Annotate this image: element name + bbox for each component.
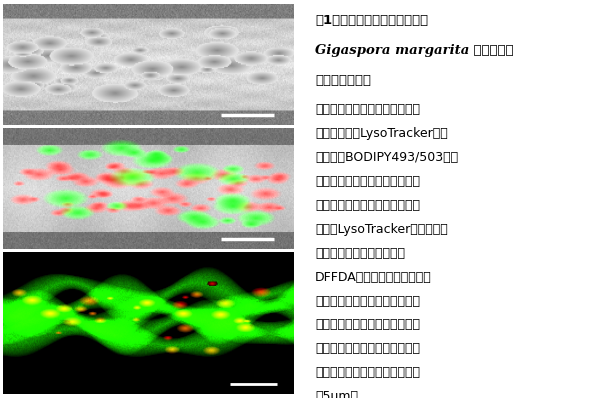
Text: 色に染色された酸性小胞と: 色に染色された酸性小胞と bbox=[315, 247, 405, 260]
Text: が確認された（下）。スケール: が確認された（下）。スケール bbox=[315, 366, 420, 379]
Text: DFFDAによって緑色に染色さ: DFFDAによって緑色に染色さ bbox=[315, 271, 431, 284]
Text: は5μm。: は5μm。 bbox=[315, 390, 358, 398]
Text: 微分干渉像（上）で小胞として: 微分干渉像（上）で小胞として bbox=[315, 103, 420, 117]
Text: 発芽菌糸内: 発芽菌糸内 bbox=[469, 44, 514, 57]
Text: ぞれ酸性小胞と脂肪体と同定さ: ぞれ酸性小胞と脂肪体と同定さ bbox=[315, 199, 420, 212]
Text: る赤色やBODIPY493/503によ: る赤色やBODIPY493/503によ bbox=[315, 151, 458, 164]
Text: 見える構造がLysoTrackerによ: 見える構造がLysoTrackerによ bbox=[315, 127, 448, 140]
Text: れた。LysoTrackerによって赤: れた。LysoTrackerによって赤 bbox=[315, 223, 448, 236]
Text: 図1．アーバスキュラー菌根菌: 図1．アーバスキュラー菌根菌 bbox=[315, 14, 428, 27]
Text: 達した管状構造をしていること: 達した管状構造をしていること bbox=[315, 342, 420, 355]
Text: であること、液胞はきわめて発: であること、液胞はきわめて発 bbox=[315, 318, 420, 332]
Text: の細胞内小器官: の細胞内小器官 bbox=[315, 74, 371, 87]
Text: Gigaspora margarita: Gigaspora margarita bbox=[315, 44, 469, 57]
Text: る緑色に染色され（中）、それ: る緑色に染色され（中）、それ bbox=[315, 175, 420, 188]
Text: れた液胞は、別々の細胞小器官: れた液胞は、別々の細胞小器官 bbox=[315, 295, 420, 308]
